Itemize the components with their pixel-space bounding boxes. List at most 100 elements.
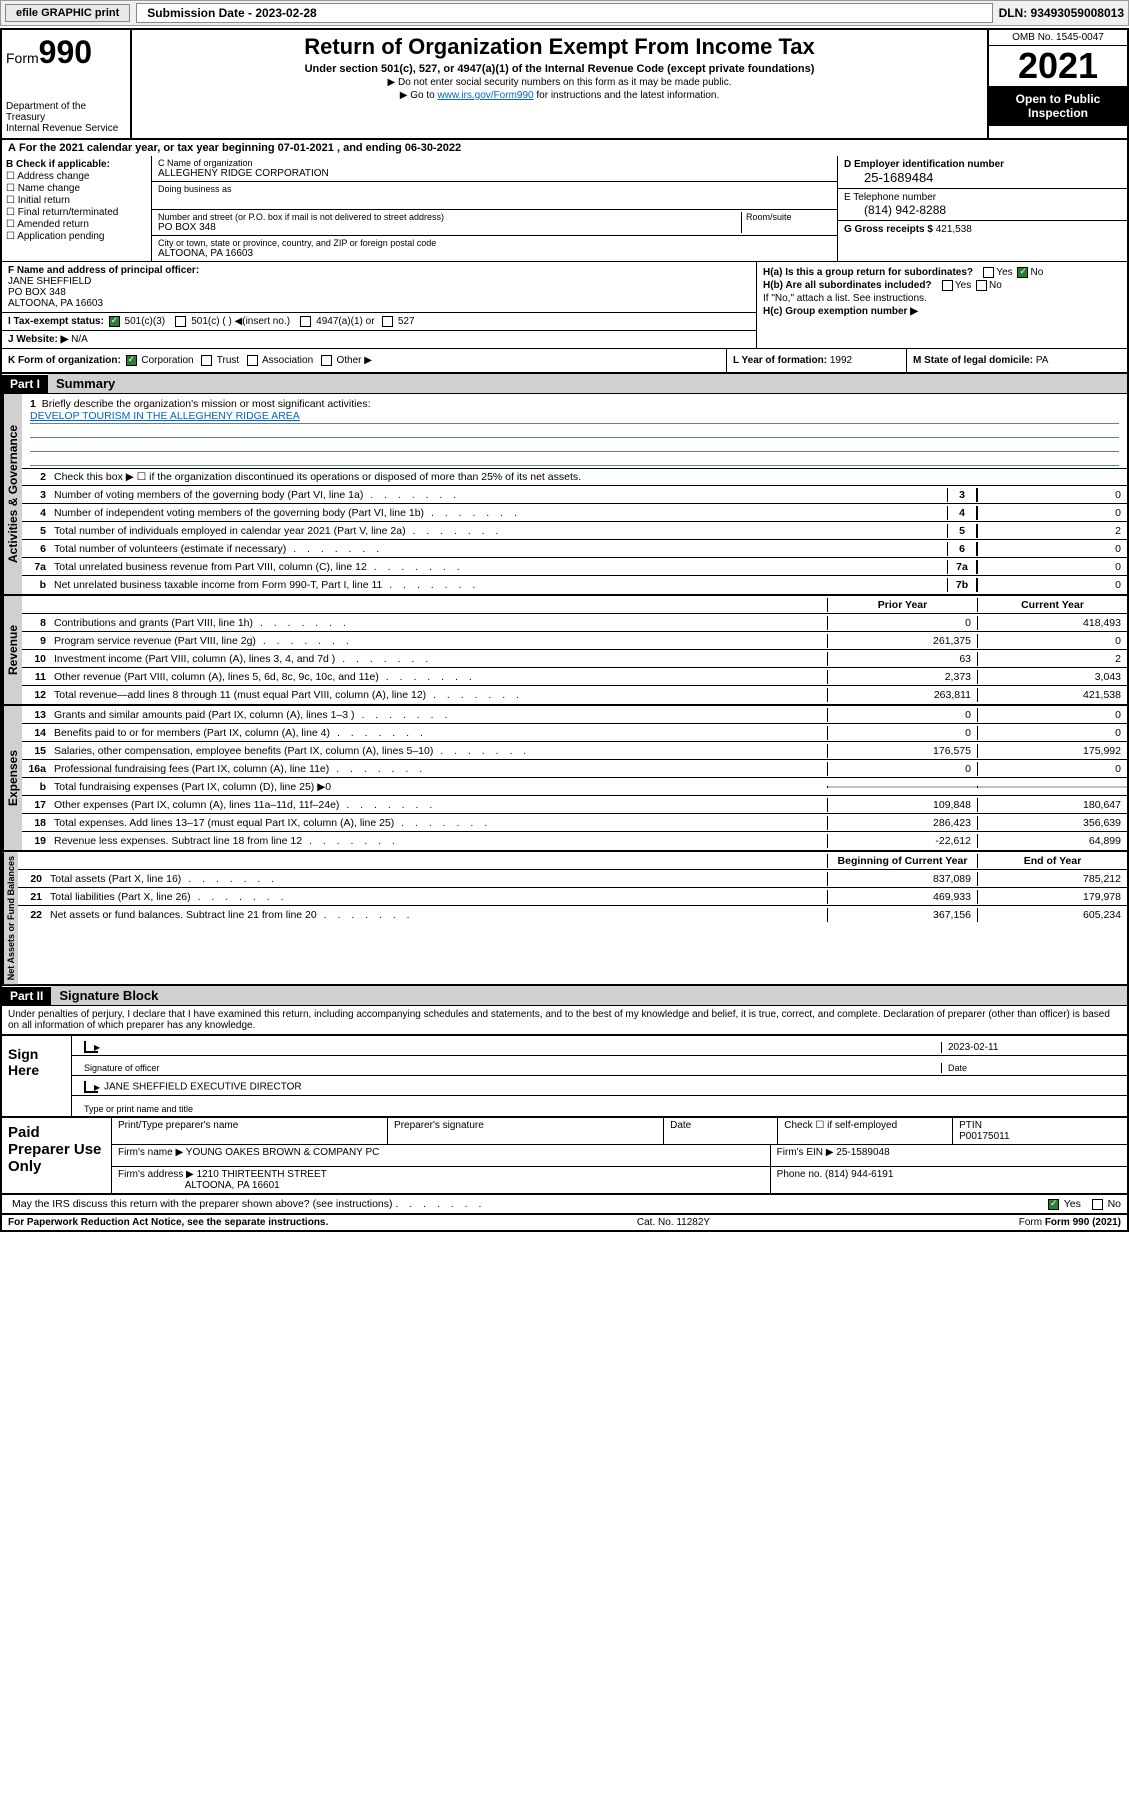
form-title: Return of Organization Exempt From Incom… bbox=[140, 34, 979, 60]
hb-no[interactable] bbox=[976, 280, 987, 291]
org-name: ALLEGHENY RIDGE CORPORATION bbox=[158, 168, 831, 179]
part1-badge: Part I bbox=[2, 375, 48, 393]
chk-other[interactable] bbox=[321, 355, 332, 366]
form-990-container: Form990 Department of the Treasury Inter… bbox=[0, 28, 1129, 1232]
efile-button[interactable]: efile GRAPHIC print bbox=[5, 4, 130, 22]
discuss-yes[interactable] bbox=[1048, 1199, 1059, 1210]
chk-527[interactable] bbox=[382, 316, 393, 327]
declaration: Under penalties of perjury, I declare th… bbox=[2, 1006, 1127, 1036]
submission-date: Submission Date - 2023-02-28 bbox=[136, 3, 992, 23]
website: N/A bbox=[71, 334, 88, 345]
exp-row: 13Grants and similar amounts paid (Part … bbox=[22, 706, 1127, 724]
part1-title: Summary bbox=[48, 374, 1127, 393]
prep-check[interactable]: Check ☐ if self-employed bbox=[778, 1118, 953, 1144]
top-toolbar: efile GRAPHIC print Submission Date - 20… bbox=[0, 0, 1129, 26]
tel: (814) 942-8288 bbox=[844, 203, 1121, 217]
chk-trust[interactable] bbox=[201, 355, 212, 366]
chk-amended[interactable]: ☐ Amended return bbox=[6, 219, 147, 230]
revenue-block: Revenue Prior Year Current Year 8Contrib… bbox=[2, 596, 1127, 706]
gross-label: G Gross receipts $ bbox=[844, 224, 933, 235]
header-left: Form990 Department of the Treasury Inter… bbox=[2, 30, 132, 138]
net-row: 21Total liabilities (Part X, line 26)469… bbox=[18, 888, 1127, 906]
gov-row: 7aTotal unrelated business revenue from … bbox=[22, 558, 1127, 576]
ein: 25-1689484 bbox=[844, 170, 1121, 185]
form-number: 990 bbox=[39, 34, 92, 70]
section-m: M State of legal domicile: PA bbox=[907, 349, 1127, 372]
discuss-label: May the IRS discuss this return with the… bbox=[12, 1198, 393, 1210]
mission-blank3 bbox=[30, 452, 1119, 466]
sig-type-label: Type or print name and title bbox=[78, 1104, 1121, 1114]
period-begin: 07-01-2021 bbox=[278, 142, 334, 154]
chk-501c3[interactable] bbox=[109, 316, 120, 327]
exp-row: 15Salaries, other compensation, employee… bbox=[22, 742, 1127, 760]
ptin-label: PTIN bbox=[959, 1120, 982, 1131]
state-domicile: PA bbox=[1036, 355, 1049, 366]
gov-row: 3Number of voting members of the governi… bbox=[22, 486, 1127, 504]
section-i-label: I Tax-exempt status: bbox=[8, 316, 104, 327]
officer-name: JANE SHEFFIELD bbox=[8, 276, 91, 287]
part2-badge: Part II bbox=[2, 987, 51, 1005]
exp-row: 18Total expenses. Add lines 13–17 (must … bbox=[22, 814, 1127, 832]
note-goto-post: for instructions and the latest informat… bbox=[534, 90, 720, 101]
room-label: Room/suite bbox=[741, 212, 831, 233]
org-name-label: C Name of organization bbox=[158, 158, 831, 168]
chk-application-pending[interactable]: ☐ Application pending bbox=[6, 231, 147, 242]
firm-name-label: Firm's name ▶ bbox=[118, 1147, 183, 1158]
hb-label: H(b) Are all subordinates included? bbox=[763, 280, 932, 291]
irs-label: Internal Revenue Service bbox=[6, 123, 126, 134]
part2-title: Signature Block bbox=[51, 986, 1127, 1005]
section-b: B Check if applicable: ☐ Address change … bbox=[2, 156, 152, 261]
officer-addr2: ALTOONA, PA 16603 bbox=[8, 298, 103, 309]
hb-yes[interactable] bbox=[942, 280, 953, 291]
period-mid: , and ending bbox=[334, 142, 405, 154]
ha-label: H(a) Is this a group return for subordin… bbox=[763, 267, 973, 278]
rev-row: 10Investment income (Part VIII, column (… bbox=[22, 650, 1127, 668]
city: ALTOONA, PA 16603 bbox=[158, 248, 831, 259]
exp-row: bTotal fundraising expenses (Part IX, co… bbox=[22, 778, 1127, 796]
chk-assoc[interactable] bbox=[247, 355, 258, 366]
section-f: F Name and address of principal officer:… bbox=[2, 262, 756, 313]
discuss-no[interactable] bbox=[1092, 1199, 1103, 1210]
part1-header-row: Part I Summary bbox=[2, 374, 1127, 394]
side-netassets: Net Assets or Fund Balances bbox=[2, 852, 18, 984]
part2-header-row: Part II Signature Block bbox=[2, 986, 1127, 1006]
firm-name: YOUNG OAKES BROWN & COMPANY PC bbox=[186, 1147, 380, 1158]
section-l: L Year of formation: 1992 bbox=[727, 349, 907, 372]
section-c: C Name of organization ALLEGHENY RIDGE C… bbox=[152, 156, 837, 261]
gov-row: bNet unrelated business taxable income f… bbox=[22, 576, 1127, 594]
period-pre: For the 2021 calendar year, or tax year … bbox=[19, 142, 278, 154]
sig-date-value: 2023-02-11 bbox=[941, 1042, 1121, 1053]
sig-name-title: JANE SHEFFIELD EXECUTIVE DIRECTOR bbox=[104, 1082, 302, 1093]
side-expenses: Expenses bbox=[2, 706, 22, 850]
firm-addr1: 1210 THIRTEENTH STREET bbox=[197, 1169, 327, 1180]
mission-blank2 bbox=[30, 438, 1119, 452]
paid-label: Paid Preparer Use Only bbox=[2, 1118, 112, 1193]
chk-initial-return[interactable]: ☐ Initial return bbox=[6, 195, 147, 206]
side-governance: Activities & Governance bbox=[2, 394, 22, 594]
chk-corp[interactable] bbox=[126, 355, 137, 366]
side-revenue: Revenue bbox=[2, 596, 22, 704]
section-k: K Form of organization: Corporation Trus… bbox=[2, 349, 727, 372]
irs-link[interactable]: www.irs.gov/Form990 bbox=[437, 90, 533, 101]
ha-yes[interactable] bbox=[983, 267, 994, 278]
firm-phone-label: Phone no. bbox=[777, 1169, 823, 1180]
chk-501c[interactable] bbox=[175, 316, 186, 327]
chk-4947[interactable] bbox=[300, 316, 311, 327]
sections-fgh: F Name and address of principal officer:… bbox=[2, 262, 1127, 349]
chk-final-return[interactable]: ☐ Final return/terminated bbox=[6, 207, 147, 218]
col-boy: Beginning of Current Year bbox=[827, 854, 977, 868]
chk-address-change[interactable]: ☐ Address change bbox=[6, 171, 147, 182]
mission-text: DEVELOP TOURISM IN THE ALLEGHENY RIDGE A… bbox=[30, 410, 1119, 424]
section-f-label: F Name and address of principal officer: bbox=[8, 265, 199, 276]
gross: 421,538 bbox=[936, 224, 972, 235]
ha-no[interactable] bbox=[1017, 267, 1028, 278]
city-label: City or town, state or province, country… bbox=[158, 238, 831, 248]
tax-period-row: A For the 2021 calendar year, or tax yea… bbox=[2, 140, 1127, 156]
exp-row: 17Other expenses (Part IX, column (A), l… bbox=[22, 796, 1127, 814]
header-right: OMB No. 1545-0047 2021 Open to Public In… bbox=[987, 30, 1127, 138]
hc-label: H(c) Group exemption number ▶ bbox=[763, 306, 918, 317]
omb-number: OMB No. 1545-0047 bbox=[989, 30, 1127, 46]
section-b-label: B Check if applicable: bbox=[6, 159, 110, 170]
chk-name-change[interactable]: ☐ Name change bbox=[6, 183, 147, 194]
prep-date-label: Date bbox=[664, 1118, 778, 1144]
